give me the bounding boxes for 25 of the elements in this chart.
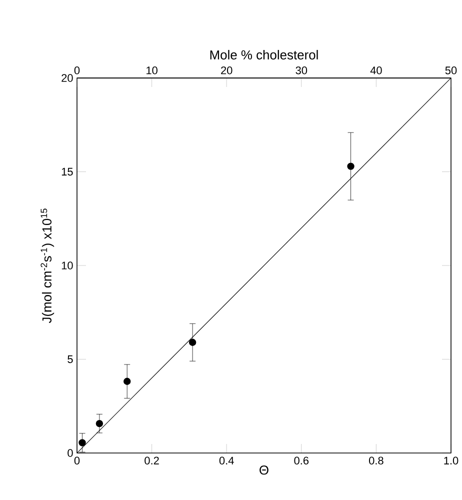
x2-axis-title: Mole % cholesterol	[210, 50, 318, 60]
y-tick-label: 15	[62, 168, 73, 176]
x-axis-title: Θ	[260, 466, 268, 475]
x2-tick-label: 0	[74, 66, 80, 74]
x2-tick-label: 30	[296, 66, 308, 74]
x2-tick-label: 20	[221, 66, 232, 74]
y-axis-title: J(mol cm$^{-2}$s$^{-1}$) x10$^{15}$	[40, 208, 54, 324]
x2-tick-label: 50	[445, 66, 457, 74]
x-tick-label: 0.4	[219, 456, 234, 464]
x-tick-label: 1.0	[444, 456, 458, 464]
x-tick-label: 0	[74, 456, 80, 464]
point	[124, 378, 131, 385]
y-tick-label: 5	[68, 355, 73, 364]
x-tick-label: 0.6	[294, 456, 309, 464]
x-tick-label: 0.8	[369, 456, 384, 464]
x2-tick-label: 10	[146, 66, 158, 74]
y-tick-label: 0	[68, 449, 73, 457]
y-tick-label: 10	[62, 262, 73, 270]
y-tick-label: 20	[62, 74, 73, 82]
x2-tick-label: 40	[370, 66, 382, 74]
point	[188, 338, 196, 346]
point	[78, 439, 86, 446]
point	[347, 162, 354, 170]
x-tick-label: 0.2	[144, 456, 159, 464]
point	[96, 420, 104, 428]
